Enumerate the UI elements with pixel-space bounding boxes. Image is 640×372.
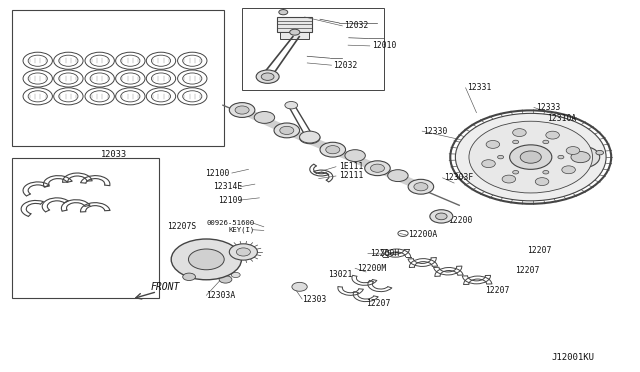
Circle shape <box>513 170 518 174</box>
Text: 12303A: 12303A <box>206 291 236 300</box>
Bar <box>12 158 159 298</box>
Text: 12331: 12331 <box>467 83 492 92</box>
Circle shape <box>254 112 275 124</box>
Circle shape <box>285 102 298 109</box>
Circle shape <box>182 273 195 280</box>
Text: 12100: 12100 <box>205 169 229 177</box>
Text: 12333: 12333 <box>536 103 560 112</box>
Circle shape <box>414 183 428 191</box>
Circle shape <box>535 178 549 186</box>
Text: 12200H: 12200H <box>370 249 399 258</box>
Circle shape <box>365 161 390 176</box>
Circle shape <box>229 103 255 118</box>
Circle shape <box>172 239 241 280</box>
Circle shape <box>543 170 549 174</box>
Circle shape <box>558 155 564 159</box>
Circle shape <box>320 142 346 157</box>
Circle shape <box>562 166 575 174</box>
Circle shape <box>509 145 552 169</box>
Text: 12330: 12330 <box>424 126 448 136</box>
Text: J12001KU: J12001KU <box>552 353 595 362</box>
Circle shape <box>231 272 240 278</box>
Circle shape <box>543 140 549 144</box>
Circle shape <box>274 123 300 138</box>
Circle shape <box>596 150 604 155</box>
Circle shape <box>456 113 606 201</box>
Circle shape <box>300 132 320 144</box>
Text: 12200: 12200 <box>448 216 472 225</box>
Circle shape <box>371 164 385 172</box>
Circle shape <box>546 131 559 139</box>
Text: 12310A: 12310A <box>547 114 576 123</box>
Circle shape <box>436 213 447 220</box>
Circle shape <box>513 140 518 144</box>
Circle shape <box>219 276 232 283</box>
Circle shape <box>256 70 279 83</box>
Circle shape <box>290 29 300 35</box>
Bar <box>280 32 309 39</box>
Text: 12207: 12207 <box>515 266 539 275</box>
Text: 13021: 13021 <box>328 270 352 279</box>
Circle shape <box>300 131 320 143</box>
Circle shape <box>469 121 593 193</box>
Bar <box>242 8 384 90</box>
Text: 12111: 12111 <box>339 171 364 180</box>
Circle shape <box>345 150 365 161</box>
Text: 12303F: 12303F <box>445 173 474 182</box>
Bar <box>277 17 312 32</box>
Text: 12200A: 12200A <box>408 230 437 240</box>
Circle shape <box>229 244 257 260</box>
Text: KEY(I): KEY(I) <box>228 227 255 233</box>
Text: 12207S: 12207S <box>167 222 196 231</box>
Text: FRONT: FRONT <box>151 282 180 292</box>
Bar <box>12 10 224 146</box>
Circle shape <box>497 155 504 159</box>
Circle shape <box>261 73 274 80</box>
Circle shape <box>513 129 526 137</box>
Text: 12010: 12010 <box>372 41 397 51</box>
Circle shape <box>292 282 307 291</box>
Circle shape <box>279 10 288 15</box>
Text: 12033: 12033 <box>101 150 127 159</box>
Circle shape <box>236 248 250 256</box>
Circle shape <box>561 146 600 168</box>
Text: 12200M: 12200M <box>357 264 387 273</box>
Text: 12032: 12032 <box>333 61 358 70</box>
Circle shape <box>520 151 541 163</box>
Circle shape <box>502 175 516 183</box>
Circle shape <box>235 106 249 114</box>
Text: 12032: 12032 <box>344 22 369 31</box>
Circle shape <box>188 249 224 270</box>
Circle shape <box>430 210 453 223</box>
Text: 12109: 12109 <box>218 196 242 205</box>
Text: 12303: 12303 <box>302 295 326 304</box>
Circle shape <box>388 170 408 182</box>
Text: 12314E: 12314E <box>213 182 242 191</box>
Circle shape <box>482 160 495 168</box>
Text: 1E111: 1E111 <box>339 162 364 171</box>
Text: 12207: 12207 <box>366 299 390 308</box>
Circle shape <box>326 145 340 154</box>
Circle shape <box>486 141 500 148</box>
Text: 00926-51600: 00926-51600 <box>207 220 255 226</box>
Circle shape <box>571 151 590 163</box>
Circle shape <box>280 126 294 135</box>
Text: 12207: 12207 <box>484 286 509 295</box>
Circle shape <box>566 147 580 154</box>
Circle shape <box>408 179 434 194</box>
Text: 12207: 12207 <box>527 246 552 255</box>
